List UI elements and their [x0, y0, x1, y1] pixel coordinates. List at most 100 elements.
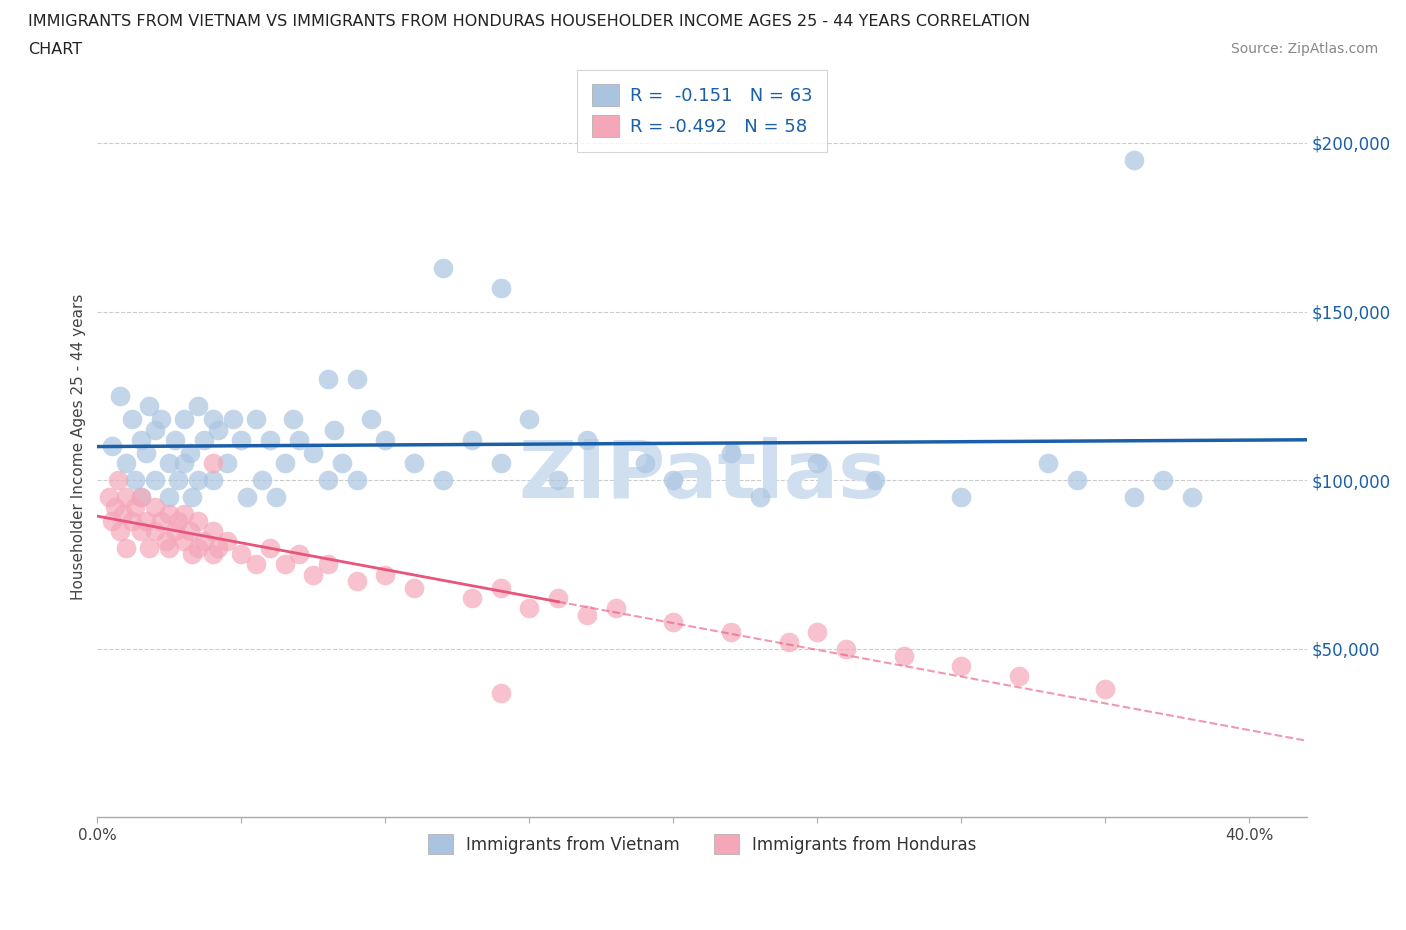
Point [575, 432, 598, 447]
Text: CHART: CHART [28, 42, 82, 57]
Point [149, 513, 172, 528]
Point [1181, 489, 1204, 504]
Point [322, 422, 344, 437]
Point [124, 499, 146, 514]
Point [97, 489, 120, 504]
Point [110, 524, 132, 538]
Point [207, 540, 229, 555]
Point [264, 489, 287, 504]
Point [346, 472, 368, 487]
Point [165, 524, 187, 538]
Point [1123, 489, 1146, 504]
Point [374, 567, 396, 582]
Point [1094, 682, 1116, 697]
Point [143, 524, 166, 538]
Point [835, 642, 858, 657]
Point [112, 507, 135, 522]
Point [115, 456, 138, 471]
Point [129, 432, 152, 447]
Point [283, 412, 305, 427]
Point [187, 472, 209, 487]
Point [110, 389, 132, 404]
Point [633, 456, 655, 471]
Point [135, 445, 157, 460]
Point [201, 524, 224, 538]
Point [346, 372, 368, 387]
Point [288, 432, 311, 447]
Point [330, 456, 353, 471]
Point [432, 260, 454, 275]
Point [143, 422, 166, 437]
Point [316, 472, 339, 487]
Point [273, 456, 295, 471]
Point [1152, 472, 1174, 487]
Point [461, 591, 484, 605]
Point [245, 412, 267, 427]
Point [547, 472, 569, 487]
Point [100, 439, 122, 454]
Point [201, 412, 224, 427]
Point [720, 445, 742, 460]
Point [157, 540, 180, 555]
Point [489, 580, 512, 595]
Point [547, 591, 569, 605]
Point [173, 507, 195, 522]
Point [461, 432, 484, 447]
Point [404, 456, 426, 471]
Point [193, 534, 215, 549]
Point [1123, 153, 1146, 167]
Point [129, 489, 152, 504]
Point [489, 456, 512, 471]
Point [100, 513, 122, 528]
Point [143, 499, 166, 514]
Point [173, 534, 195, 549]
Point [143, 472, 166, 487]
Point [173, 456, 195, 471]
Point [181, 547, 204, 562]
Point [259, 432, 281, 447]
Point [748, 489, 770, 504]
Point [259, 540, 281, 555]
Point [316, 557, 339, 572]
Point [138, 540, 160, 555]
Point [489, 281, 512, 296]
Point [107, 472, 129, 487]
Point [950, 489, 973, 504]
Point [129, 489, 152, 504]
Point [187, 513, 209, 528]
Point [519, 412, 541, 427]
Point [605, 601, 627, 616]
Point [201, 547, 224, 562]
Point [157, 507, 180, 522]
Point [104, 499, 127, 514]
Point [346, 574, 368, 589]
Point [250, 472, 273, 487]
Point [273, 557, 295, 572]
Point [165, 432, 187, 447]
Point [893, 648, 915, 663]
Point [404, 580, 426, 595]
Text: ZIPatlas: ZIPatlas [517, 437, 886, 515]
Point [231, 432, 253, 447]
Point [222, 412, 245, 427]
Point [245, 557, 267, 572]
Point [575, 607, 598, 622]
Point [302, 567, 325, 582]
Text: Source: ZipAtlas.com: Source: ZipAtlas.com [1230, 42, 1378, 56]
Point [806, 456, 828, 471]
Point [215, 456, 238, 471]
Point [155, 534, 177, 549]
Point [167, 513, 190, 528]
Point [157, 489, 180, 504]
Point [215, 534, 238, 549]
Point [316, 372, 339, 387]
Point [121, 412, 143, 427]
Point [149, 412, 172, 427]
Point [167, 472, 190, 487]
Point [181, 489, 204, 504]
Point [193, 432, 215, 447]
Point [806, 624, 828, 639]
Point [115, 540, 138, 555]
Text: IMMIGRANTS FROM VIETNAM VS IMMIGRANTS FROM HONDURAS HOUSEHOLDER INCOME AGES 25 -: IMMIGRANTS FROM VIETNAM VS IMMIGRANTS FR… [28, 14, 1031, 29]
Legend: Immigrants from Vietnam, Immigrants from Honduras: Immigrants from Vietnam, Immigrants from… [422, 828, 983, 861]
